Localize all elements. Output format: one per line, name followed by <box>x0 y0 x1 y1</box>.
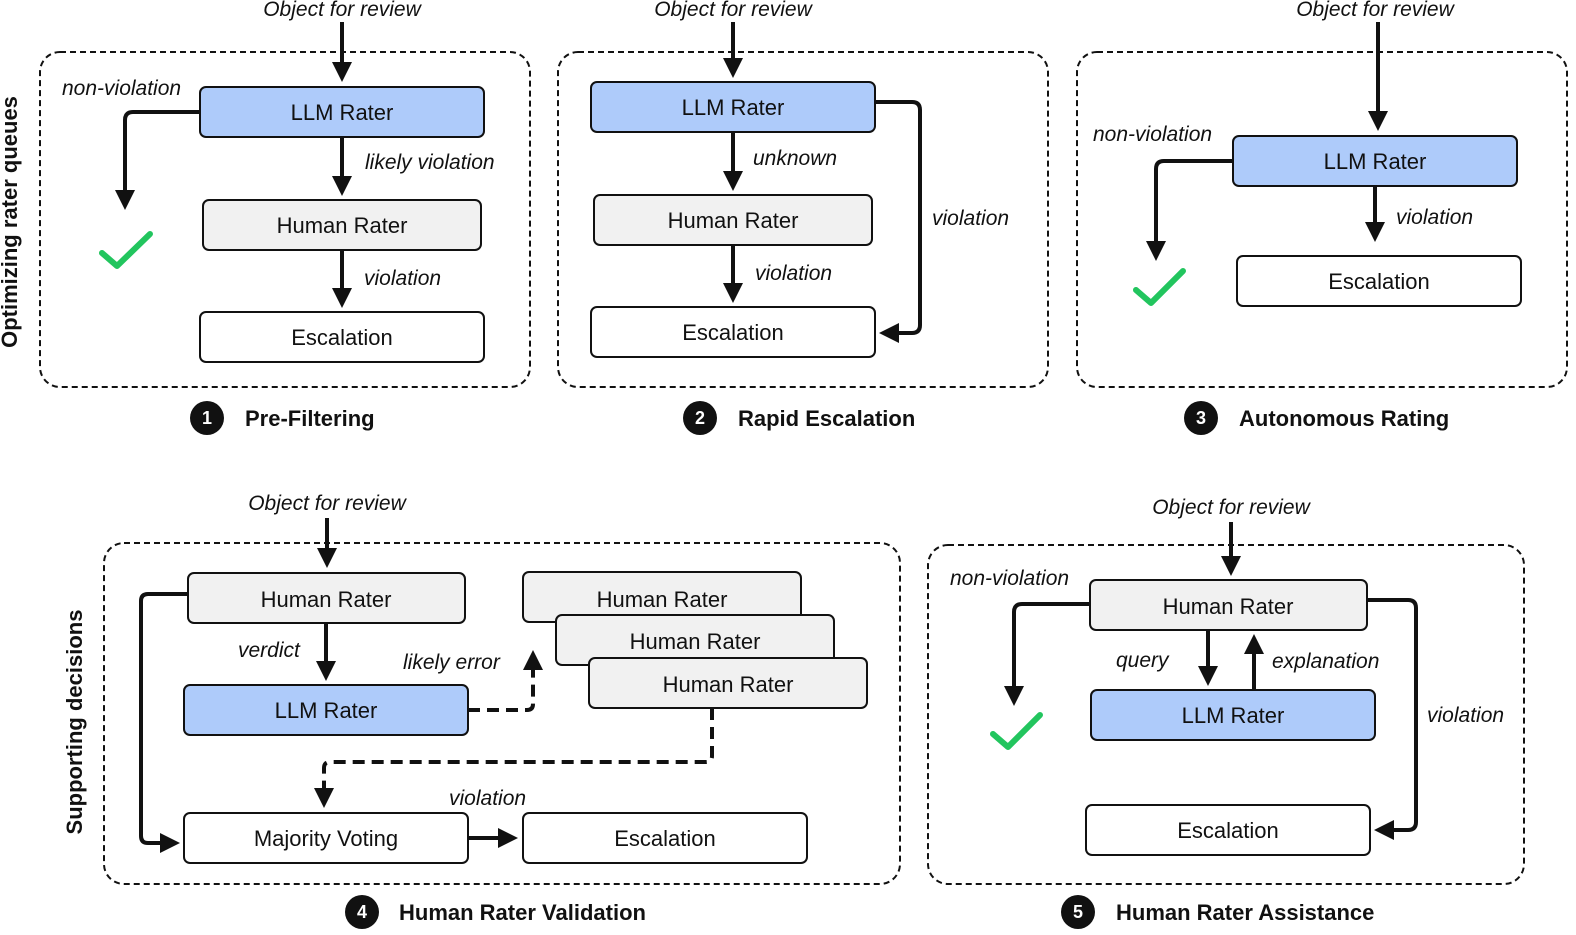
violation-label: violation <box>1396 206 1473 229</box>
human-violation-label: violation <box>755 262 832 285</box>
stacked-human-rater-label: Human Rater <box>630 629 761 654</box>
check-icon <box>99 231 153 269</box>
input-label: Object for review <box>1152 496 1311 519</box>
step-badge <box>683 401 717 435</box>
escalation-box <box>590 306 876 358</box>
panel-frame <box>39 51 531 388</box>
llm-violation-arrow <box>875 100 922 343</box>
human-rater-label: Human Rater <box>1163 594 1294 619</box>
side-label-optimizing: Optimizing rater queues <box>0 96 22 348</box>
escalation-box <box>199 311 485 363</box>
likely-error-arrow <box>468 650 543 712</box>
llm-rater-box <box>1090 689 1376 741</box>
majority-voting-label: Majority Voting <box>254 826 398 851</box>
panel-title: Human Rater Assistance <box>1116 900 1374 925</box>
violation-label: violation <box>1427 704 1504 727</box>
escalation-label: Escalation <box>1177 818 1279 843</box>
escalation-label: Escalation <box>1328 269 1430 294</box>
step-number: 4 <box>357 902 367 922</box>
escalation-box <box>1236 255 1522 307</box>
non-violation-arrow <box>115 110 200 210</box>
step-badge <box>1061 895 1095 929</box>
llm-rater-label: LLM Rater <box>275 698 378 723</box>
likely-error-label: likely error <box>403 651 501 674</box>
step-badge <box>190 401 224 435</box>
human-rater-label: Human Rater <box>668 208 799 233</box>
input-label: Object for review <box>248 492 407 515</box>
side-label-supporting: Supporting decisions <box>62 610 87 835</box>
llm-rater-label: LLM Rater <box>1324 149 1427 174</box>
llm-violation-label: violation <box>932 207 1009 230</box>
panel-rapid-escalation: Object for review LLM Rater Human Rater … <box>557 0 1049 435</box>
panel-frame <box>927 544 1525 885</box>
step-number: 1 <box>202 408 212 428</box>
panel-autonomous-rating: Object for review LLM Rater Escalation v… <box>1076 0 1568 435</box>
step-badge <box>345 895 379 929</box>
stack-to-majority-arrow <box>314 708 714 808</box>
panel-pre-filtering: Object for review LLM Rater Human Rater … <box>39 0 531 435</box>
step-badge <box>1184 401 1218 435</box>
violation-arrow <box>1367 598 1418 840</box>
panel-title: Pre-Filtering <box>245 406 375 431</box>
non-violation-label: non-violation <box>62 77 181 100</box>
escalation-box <box>522 812 808 864</box>
panel-human-rater-validation: Object for review Human Rater LLM Rater … <box>103 492 901 929</box>
check-icon <box>1133 268 1186 306</box>
escalation-box <box>1085 804 1371 856</box>
stacked-human-rater-label: Human Rater <box>663 672 794 697</box>
human-rater-label: Human Rater <box>277 213 408 238</box>
step-number: 5 <box>1073 902 1083 922</box>
escalation-label: Escalation <box>682 320 784 345</box>
non-violation-arrow <box>1146 159 1233 261</box>
likely-violation-label: likely violation <box>365 151 495 174</box>
query-label: query <box>1116 649 1170 672</box>
human-rater-label: Human Rater <box>261 587 392 612</box>
panel-frame <box>1076 51 1568 388</box>
llm-rater-label: LLM Rater <box>291 100 394 125</box>
llm-rater-label: LLM Rater <box>682 95 785 120</box>
input-label: Object for review <box>654 0 813 21</box>
explanation-label: explanation <box>1272 650 1379 673</box>
panel-title: Autonomous Rating <box>1239 406 1449 431</box>
escalation-label: Escalation <box>614 826 716 851</box>
input-label: Object for review <box>1296 0 1455 21</box>
panel-title: Rapid Escalation <box>738 406 915 431</box>
verdict-label: verdict <box>238 639 301 662</box>
stacked-human-rater-label: Human Rater <box>597 587 728 612</box>
panel-human-rater-assistance: Object for review Human Rater LLM Rater … <box>927 496 1525 929</box>
check-icon <box>990 712 1043 750</box>
violation-label: violation <box>364 267 441 290</box>
stacked-human-rater-box <box>588 657 868 709</box>
escalation-label: Escalation <box>291 325 393 350</box>
human-to-majority-arrow <box>139 592 188 853</box>
non-violation-label: non-violation <box>950 567 1069 590</box>
unknown-label: unknown <box>753 147 837 170</box>
step-number: 2 <box>695 408 705 428</box>
step-number: 3 <box>1196 408 1206 428</box>
panel-frame <box>557 51 1049 388</box>
non-violation-label: non-violation <box>1093 123 1212 146</box>
llm-rater-label: LLM Rater <box>1182 703 1285 728</box>
violation-label: violation <box>449 787 526 810</box>
non-violation-arrow <box>1004 602 1090 706</box>
input-label: Object for review <box>263 0 422 21</box>
panel-title: Human Rater Validation <box>399 900 646 925</box>
